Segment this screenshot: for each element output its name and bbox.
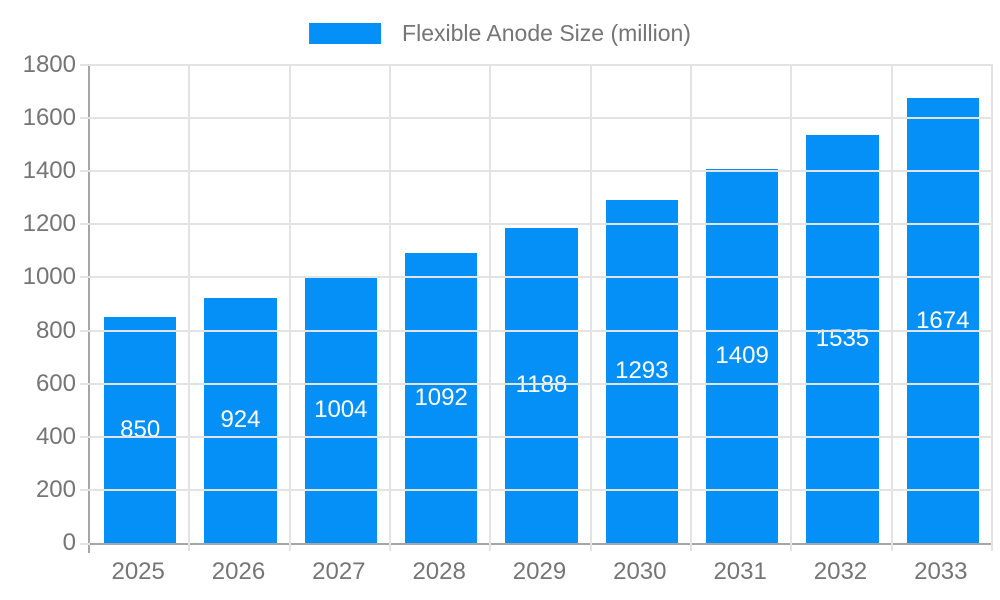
h-gridline (80, 170, 993, 173)
y-axis-tick-label: 1400 (22, 157, 76, 185)
y-axis-tick-label: 200 (35, 475, 76, 503)
bar-value-label: 1092 (414, 384, 468, 411)
x-axis-tick-label: 2033 (914, 558, 968, 585)
bar-2030: 1293 (605, 199, 678, 543)
bar-2032: 1535 (806, 135, 879, 543)
v-gridline (388, 65, 391, 551)
h-gridline (80, 329, 993, 332)
v-gridline (589, 65, 592, 551)
y-axis-foot-tick (88, 543, 90, 553)
bar-2029: 1188 (505, 227, 578, 543)
x-axis-tick-label: 2031 (713, 558, 767, 585)
y-axis-tick-label: 400 (35, 422, 76, 450)
bar-cell: 1409 (692, 65, 792, 543)
bar-cell: 1535 (792, 65, 892, 543)
h-gridline (80, 223, 993, 226)
v-gridline (489, 65, 492, 551)
x-axis-tick-label: 2026 (211, 558, 266, 585)
x-axis-tick-label: 2028 (412, 558, 466, 585)
bar-2031: 1409 (706, 168, 779, 543)
bar-cell: 1293 (592, 65, 692, 543)
y-axis-tick-label: 1800 (22, 51, 76, 78)
bar-cell: 1188 (491, 65, 591, 543)
y-axis-tick-label: 600 (35, 369, 76, 397)
bar-cell: 1004 (291, 65, 391, 543)
h-gridline (80, 64, 993, 66)
v-gridline (890, 65, 893, 551)
bar-value-label: 850 (120, 416, 161, 444)
y-axis-tick-label: 1200 (22, 210, 76, 238)
x-axis-tick-label: 2030 (613, 558, 667, 585)
bar-cell: 1092 (391, 65, 491, 543)
bar-value-label: 1409 (715, 341, 769, 369)
bar-2033: 1674 (906, 98, 979, 543)
y-axis-tick-label: 1000 (22, 263, 76, 291)
x-axis-tick-label: 2029 (512, 558, 567, 585)
x-axis-tick-label: 2032 (813, 558, 868, 585)
y-axis-tick-label: 0 (62, 529, 76, 556)
bar-value-label: 1004 (314, 395, 368, 423)
x-axis: 2025 2026 2027 2028 2029 2030 2031 2032 2033 (88, 558, 991, 586)
bar-2028: 1092 (405, 253, 478, 543)
v-gridline (991, 65, 993, 551)
v-gridline (288, 65, 291, 551)
bar-cell: 1674 (893, 65, 993, 543)
y-axis-zero-tick (80, 543, 90, 545)
x-axis-tick-label: 2027 (312, 558, 366, 585)
bar-2025: 850 (104, 317, 177, 543)
v-gridline (188, 65, 191, 551)
bar-cell: 850 (90, 65, 190, 543)
v-gridline (689, 65, 692, 551)
bars-layer: 850 924 1004 1092 1188 1293 1409 1535 1674 (90, 65, 993, 543)
h-gridline (80, 276, 993, 279)
bar-cell: 924 (190, 65, 290, 543)
h-gridline (80, 382, 993, 385)
bar-2027: 1004 (304, 276, 377, 543)
bar-value-label: 1674 (916, 306, 970, 334)
h-gridline (80, 435, 993, 438)
bar-value-label: 924 (220, 406, 261, 434)
plot-area: 850 924 1004 1092 1188 1293 1409 1535 1674 (80, 64, 993, 553)
y-axis-tick-label: 1600 (22, 104, 76, 132)
legend-swatch (309, 23, 382, 44)
h-gridline (80, 117, 993, 120)
h-gridline (80, 488, 993, 491)
legend-label: Flexible Anode Size (million) (402, 20, 691, 46)
y-axis-tick-label: 800 (35, 316, 76, 344)
bar-value-label: 1188 (515, 371, 568, 399)
x-axis-tick-label: 2025 (111, 558, 165, 585)
bar-value-label: 1293 (615, 357, 669, 385)
v-gridline (790, 65, 793, 551)
y-axis: 0 200 400 600 800 1000 1200 1400 1600 1800 (0, 52, 76, 556)
legend[interactable]: Flexible Anode Size (million) (309, 20, 691, 47)
bar-2026: 924 (204, 297, 277, 543)
